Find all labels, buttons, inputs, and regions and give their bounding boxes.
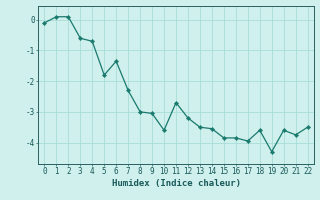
X-axis label: Humidex (Indice chaleur): Humidex (Indice chaleur) (111, 179, 241, 188)
